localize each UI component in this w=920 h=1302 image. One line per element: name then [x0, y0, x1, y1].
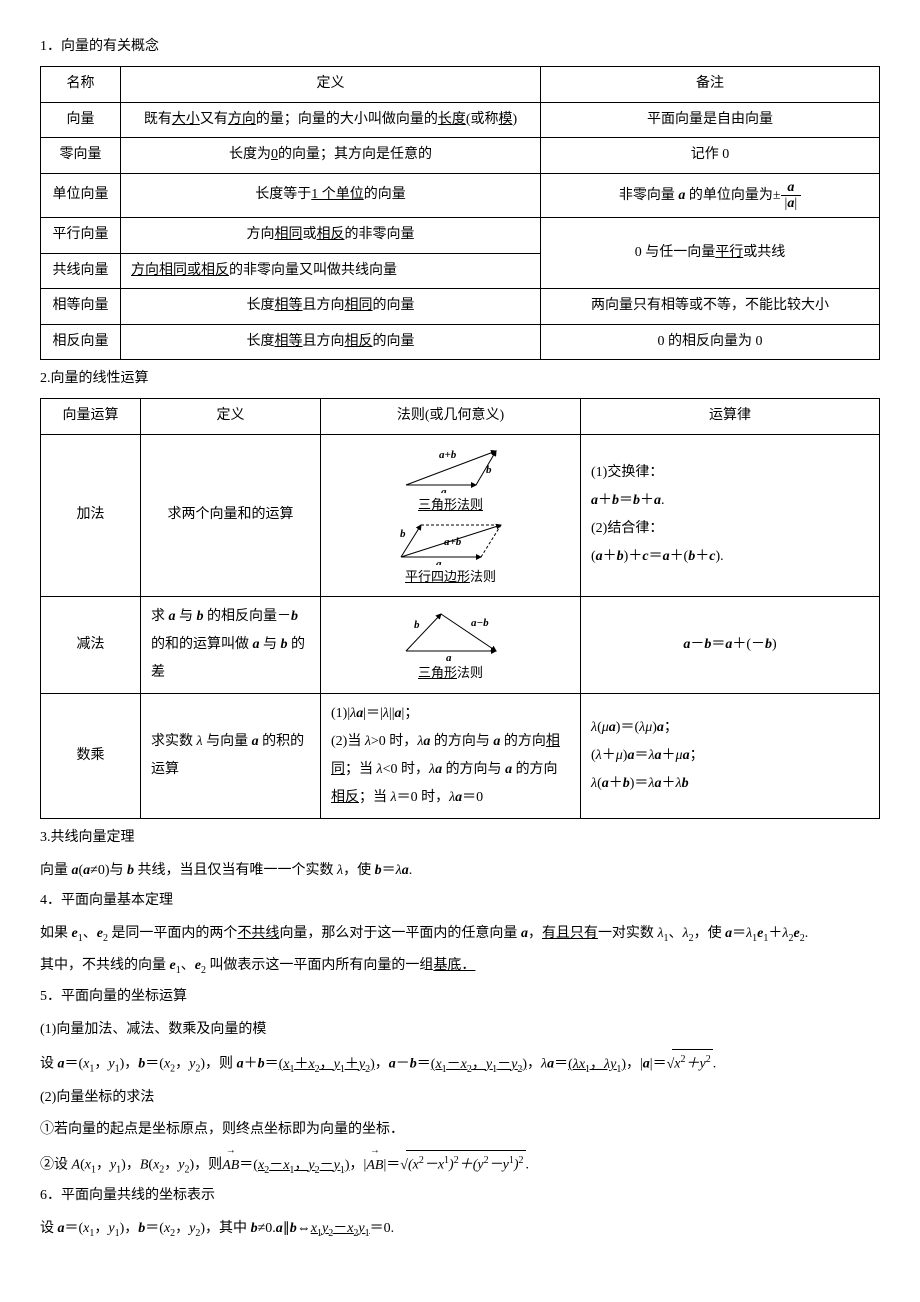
- t2-add-name: 加法: [41, 434, 141, 597]
- t2-sub-diagram: a b a−b 三角形法则: [321, 597, 581, 694]
- table-row: 数乘 求实数 λ 与向量 a 的积的运算 (1)|λa|＝|λ||a|； (2)…: [41, 694, 880, 819]
- table-row: 向量 既有大小又有方向的量；向量的大小叫做向量的长度(或称模) 平面向量是自由向…: [41, 102, 880, 137]
- svg-text:a−b: a−b: [471, 617, 489, 629]
- t1r1-def: 既有大小又有方向的量；向量的大小叫做向量的长度(或称模): [121, 102, 541, 137]
- t2-add-diagram: a b a+b 三角形法则 a b a+b 平行四边形法则: [321, 434, 581, 597]
- t2-mul-def: 求实数 λ 与向量 a 的积的运算: [141, 694, 321, 819]
- table-row: 相反向量 长度相等且方向相反的向量 0 的相反向量为 0: [41, 324, 880, 359]
- svg-text:a: a: [446, 652, 452, 661]
- table-row: 减法 求 a 与 b 的相反向量－b 的和的运算叫做 a 与 b 的差 a b …: [41, 597, 880, 694]
- t1r6-note: 两向量只有相等或不等，不能比较大小: [541, 289, 880, 324]
- svg-text:b: b: [486, 464, 492, 476]
- table-row: 平行向量 方向相同或相反的非零向量 0 与任一向量平行或共线: [41, 218, 880, 253]
- svg-text:a: a: [441, 486, 447, 493]
- section-5-title: 5．平面向量的坐标运算: [40, 986, 880, 1008]
- svg-text:a: a: [436, 558, 442, 565]
- t1r4-name: 平行向量: [41, 218, 121, 253]
- t1r5-name: 共线向量: [41, 253, 121, 288]
- t1r2-name: 零向量: [41, 138, 121, 173]
- t1r3-note: 非零向量 a 的单位向量为±a|a|: [541, 173, 880, 218]
- table-row: 相等向量 长度相等且方向相同的向量 两向量只有相等或不等，不能比较大小: [41, 289, 880, 324]
- section-2-title: 2.向量的线性运算: [40, 368, 880, 390]
- t2-h3: 法则(或几何意义): [321, 399, 581, 434]
- t2-h4: 运算律: [581, 399, 880, 434]
- svg-text:b: b: [400, 528, 406, 540]
- svg-text:a+b: a+b: [444, 536, 462, 548]
- t2-sub-def: 求 a 与 b 的相反向量－b 的和的运算叫做 a 与 b 的差: [141, 597, 321, 694]
- t1r7-note: 0 的相反向量为 0: [541, 324, 880, 359]
- t2-h2: 定义: [141, 399, 321, 434]
- t1r6-def: 长度相等且方向相同的向量: [121, 289, 541, 324]
- section-5-p2: 设 a＝(x1，y1)，b＝(x2，y2)，则 a＋b＝(x1＋x2，y1＋y2…: [40, 1049, 880, 1078]
- parallelogram-rule-icon: a b a+b: [386, 515, 516, 565]
- t1r4-def: 方向相同或相反的非零向量: [121, 218, 541, 253]
- table-1: 名称 定义 备注 向量 既有大小又有方向的量；向量的大小叫做向量的长度(或称模)…: [40, 66, 880, 360]
- t2-mul-name: 数乘: [41, 694, 141, 819]
- section-5-p5: ②设 A(x1，y1)，B(x2，y2)，则AB＝(x2－x1，y2－y1)，|…: [40, 1150, 880, 1179]
- t2-add-law: (1)交换律： a＋b＝b＋a. (2)结合律： (a＋b)＋c＝a＋(b＋c)…: [581, 434, 880, 597]
- table-row: 加法 求两个向量和的运算 a b a+b 三角形法则 a b: [41, 434, 880, 597]
- t1r7-def: 长度相等且方向相反的向量: [121, 324, 541, 359]
- table-row: 名称 定义 备注: [41, 67, 880, 102]
- t2-h1: 向量运算: [41, 399, 141, 434]
- t1-h1: 名称: [41, 67, 121, 102]
- t1r5-def: 方向相同或相反的非零向量又叫做共线向量: [121, 253, 541, 288]
- section-4-para1: 如果 e1、e2 是同一平面内的两个不共线向量，那么对于这一平面内的任意向量 a…: [40, 921, 880, 948]
- section-6-title: 6．平面向量共线的坐标表示: [40, 1185, 880, 1207]
- t1r45-note: 0 与任一向量平行或共线: [541, 218, 880, 289]
- t2-add-def: 求两个向量和的运算: [141, 434, 321, 597]
- triangle-rule-icon: a b a+b: [391, 443, 511, 493]
- subtraction-rule-icon: a b a−b: [386, 606, 516, 661]
- t1r6-name: 相等向量: [41, 289, 121, 324]
- t1r7-name: 相反向量: [41, 324, 121, 359]
- t1r1-name: 向量: [41, 102, 121, 137]
- svg-text:a+b: a+b: [439, 449, 457, 461]
- t2-sub-law: a－b＝a＋(－b): [581, 597, 880, 694]
- section-5-p4: ①若向量的起点是坐标原点，则终点坐标即为向量的坐标．: [40, 1117, 880, 1144]
- table-row: 向量运算 定义 法则(或几何意义) 运算律: [41, 399, 880, 434]
- t1r3-name: 单位向量: [41, 173, 121, 218]
- svg-text:b: b: [414, 619, 420, 631]
- table-row: 零向量 长度为0的向量；其方向是任意的 记作 0: [41, 138, 880, 173]
- t1r2-note: 记作 0: [541, 138, 880, 173]
- section-3-title: 3.共线向量定理: [40, 827, 880, 849]
- t1-h3: 备注: [541, 67, 880, 102]
- section-5-p3: (2)向量坐标的求法: [40, 1085, 880, 1112]
- t1r3-def: 长度等于1 个单位的向量: [121, 173, 541, 218]
- section-6-para: 设 a＝(x1，y1)，b＝(x2，y2)，其中 b≠0.a∥b⇔x1y2－x2…: [40, 1216, 880, 1243]
- t1r1-note: 平面向量是自由向量: [541, 102, 880, 137]
- t2-mul-law: λ(μa)＝(λμ)a； (λ＋μ)a＝λa＋μa； λ(a＋b)＝λa＋λb: [581, 694, 880, 819]
- section-5-p1: (1)向量加法、减法、数乘及向量的模: [40, 1017, 880, 1044]
- t2-sub-name: 减法: [41, 597, 141, 694]
- section-1-title: 1．向量的有关概念: [40, 36, 880, 58]
- t1r2-def: 长度为0的向量；其方向是任意的: [121, 138, 541, 173]
- t1-h2: 定义: [121, 67, 541, 102]
- table-row: 单位向量 长度等于1 个单位的向量 非零向量 a 的单位向量为±a|a|: [41, 173, 880, 218]
- section-4-title: 4．平面向量基本定理: [40, 890, 880, 912]
- table-2: 向量运算 定义 法则(或几何意义) 运算律 加法 求两个向量和的运算 a b a…: [40, 398, 880, 819]
- section-4-para2: 其中，不共线的向量 e1、e2 叫做表示这一平面内所有向量的一组基底．: [40, 953, 880, 980]
- t2-mul-geo: (1)|λa|＝|λ||a|； (2)当 λ>0 时，λa 的方向与 a 的方向…: [321, 694, 581, 819]
- section-3-para: 向量 a(a≠0)与 b 共线，当且仅当有唯一一个实数 λ，使 b＝λa.: [40, 858, 880, 885]
